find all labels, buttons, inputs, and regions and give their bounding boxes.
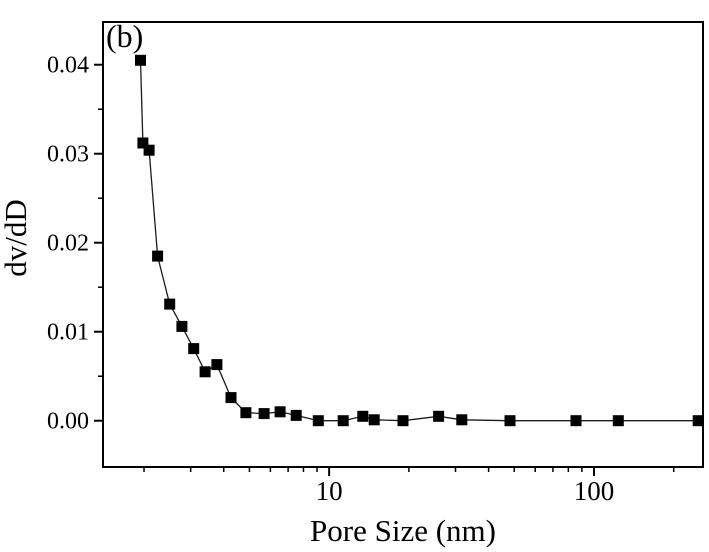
data-point-marker <box>152 250 164 262</box>
data-point-marker <box>258 408 270 420</box>
y-tick-label: 0.00 <box>47 409 89 435</box>
data-point-marker <box>143 144 155 156</box>
data-point-marker <box>368 414 380 426</box>
data-point-marker <box>164 298 176 310</box>
data-point-marker <box>612 415 624 427</box>
data-point-marker <box>225 392 237 404</box>
x-axis-title: Pore Size (nm) <box>310 513 496 548</box>
series-line <box>139 60 699 422</box>
data-point-marker <box>290 409 302 421</box>
data-point-marker <box>188 343 200 355</box>
y-tick-label: 0.04 <box>47 53 89 79</box>
data-point-marker <box>176 320 188 332</box>
data-point-marker <box>397 415 409 427</box>
axis-ticks <box>94 63 675 476</box>
data-point-marker <box>135 54 146 66</box>
x-tick-label: 10 <box>316 476 343 506</box>
plot-frame <box>102 21 704 468</box>
data-series <box>135 54 704 427</box>
y-axis-title: dv/dD <box>0 199 33 277</box>
axis-tick-labels: 10 100 0.00 0.01 0.02 0.03 0.04 <box>47 53 614 506</box>
y-tick-label: 0.03 <box>47 142 89 168</box>
data-point-marker <box>137 137 149 149</box>
data-point-marker <box>199 366 211 378</box>
data-point-marker <box>337 415 349 427</box>
data-point-marker <box>357 410 369 422</box>
x-tick-label: 100 <box>574 476 615 506</box>
data-point-marker <box>433 410 445 422</box>
y-tick-label: 0.02 <box>47 231 89 257</box>
data-point-marker <box>570 415 582 427</box>
data-point-marker <box>312 415 324 427</box>
data-point-marker <box>274 406 286 418</box>
panel-label: (b) <box>106 18 143 54</box>
data-point-marker <box>692 415 704 427</box>
data-point-marker <box>240 407 252 419</box>
y-tick-label: 0.01 <box>47 320 89 346</box>
data-point-marker <box>211 359 223 371</box>
data-point-marker <box>456 414 468 426</box>
data-point-marker <box>504 415 516 427</box>
